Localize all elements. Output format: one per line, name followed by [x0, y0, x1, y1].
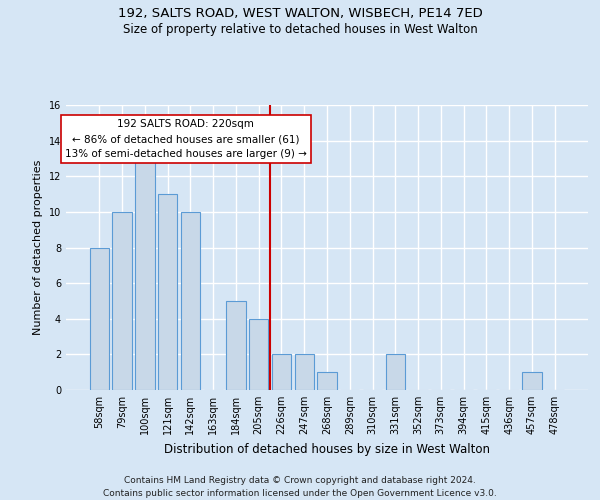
Bar	[181, 212, 200, 390]
Bar	[158, 194, 178, 390]
Text: Contains HM Land Registry data © Crown copyright and database right 2024.
Contai: Contains HM Land Registry data © Crown c…	[103, 476, 497, 498]
Text: 192, SALTS ROAD, WEST WALTON, WISBECH, PE14 7ED: 192, SALTS ROAD, WEST WALTON, WISBECH, P…	[118, 8, 482, 20]
Bar	[135, 158, 155, 390]
Bar	[522, 372, 542, 390]
Text: 192 SALTS ROAD: 220sqm
← 86% of detached houses are smaller (61)
13% of semi-det: 192 SALTS ROAD: 220sqm ← 86% of detached…	[65, 120, 307, 159]
Bar	[386, 354, 405, 390]
Bar	[272, 354, 291, 390]
X-axis label: Distribution of detached houses by size in West Walton: Distribution of detached houses by size …	[164, 442, 490, 456]
Bar	[90, 248, 109, 390]
Y-axis label: Number of detached properties: Number of detached properties	[33, 160, 43, 335]
Text: Size of property relative to detached houses in West Walton: Size of property relative to detached ho…	[122, 22, 478, 36]
Bar	[249, 319, 268, 390]
Bar	[226, 301, 245, 390]
Bar	[112, 212, 132, 390]
Bar	[317, 372, 337, 390]
Bar	[295, 354, 314, 390]
